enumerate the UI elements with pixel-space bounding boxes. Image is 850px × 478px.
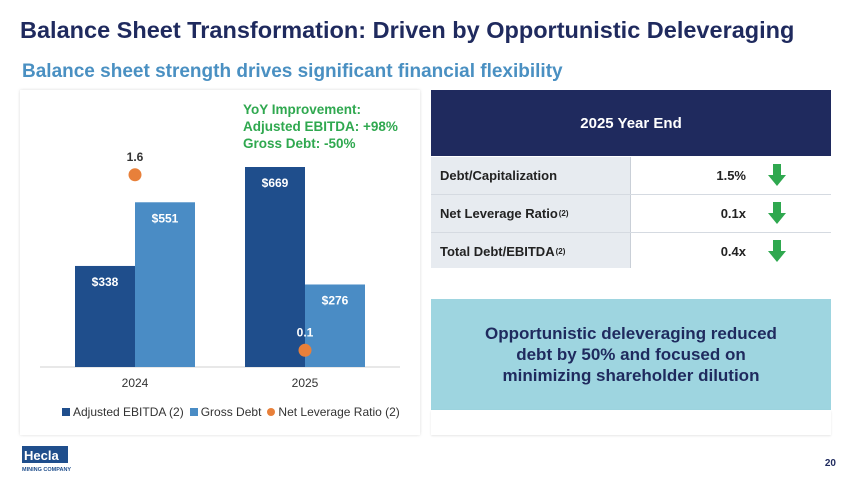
row-value: 0.4x	[631, 233, 831, 270]
row-label: Debt/Capitalization	[431, 157, 631, 194]
table-header: 2025 Year End	[431, 90, 831, 156]
row-label: Total Debt/EBITDA (2)	[431, 233, 631, 270]
annotation-line: Adjusted EBITDA: +98%	[243, 119, 398, 134]
hecla-logo: Hecla MINING COMPANY	[22, 446, 71, 473]
yoy-annotation: YoY Improvement: Adjusted EBITDA: +98% G…	[243, 101, 398, 152]
page-title: Balance Sheet Transformation: Driven by …	[20, 17, 795, 43]
annotation-line: YoY Improvement:	[243, 102, 362, 117]
legend-swatch	[267, 408, 276, 416]
legend-item-gross-debt: Gross Debt	[189, 405, 262, 419]
chart-panel: $338 $551 2024 1.6 $669 $276 2025 0.1	[20, 90, 420, 435]
svg-text:Hecla: Hecla	[24, 448, 59, 463]
row-label: Net Leverage Ratio (2)	[431, 195, 631, 232]
panel-footer	[431, 410, 831, 435]
callout-box: Opportunistic deleveraging reduced debt …	[431, 299, 831, 410]
legend-label: Net Leverage Ratio (2)	[278, 405, 400, 419]
legend-label: Gross Debt	[200, 405, 262, 419]
leverage-label: 0.1	[297, 325, 314, 339]
bar	[135, 202, 195, 367]
bar	[305, 284, 365, 367]
down-arrow-icon	[768, 202, 786, 224]
leverage-label: 1.6	[127, 150, 144, 164]
page-subtitle: Balance sheet strength drives significan…	[22, 61, 563, 82]
x-tick-label: 2025	[292, 376, 319, 390]
row-value: 0.1x	[631, 195, 831, 232]
callout-text: Opportunistic deleveraging reduced debt …	[485, 324, 777, 385]
row-value: 1.5%	[631, 157, 831, 194]
leverage-point	[128, 168, 142, 182]
down-arrow-icon	[768, 164, 786, 186]
row-divider	[431, 194, 831, 195]
legend-item-leverage: Net Leverage Ratio (2)	[267, 405, 400, 419]
bar	[75, 265, 135, 367]
row-divider	[431, 232, 831, 233]
table-row: Debt/Capitalization 1.5%	[431, 157, 831, 194]
x-tick-label: 2024	[122, 376, 149, 390]
data-label: $276	[322, 293, 349, 307]
data-label: $551	[152, 211, 179, 225]
bar-chart: $338 $551 2024 1.6 $669 $276 2025 0.1	[40, 150, 400, 390]
svg-text:MINING COMPANY: MINING COMPANY	[22, 467, 71, 473]
table-row: Total Debt/EBITDA (2) 0.4x	[431, 233, 831, 270]
legend-swatch	[62, 408, 70, 416]
data-label: $338	[92, 275, 119, 289]
legend-swatch	[189, 408, 198, 416]
data-label: $669	[262, 176, 289, 190]
annotation-line: Gross Debt: -50%	[243, 136, 356, 151]
table-spacer	[431, 268, 831, 299]
legend-item-ebitda: Adjusted EBITDA (2)	[62, 405, 184, 419]
legend-label: Adjusted EBITDA (2)	[73, 405, 184, 419]
down-arrow-icon	[768, 240, 786, 262]
leverage-point	[298, 343, 312, 357]
page-number: 20	[824, 458, 836, 469]
table-row: Net Leverage Ratio (2) 0.1x	[431, 195, 831, 232]
bar	[245, 167, 305, 367]
chart-legend: Adjusted EBITDA (2) Gross Debt Net Lever…	[62, 405, 406, 419]
